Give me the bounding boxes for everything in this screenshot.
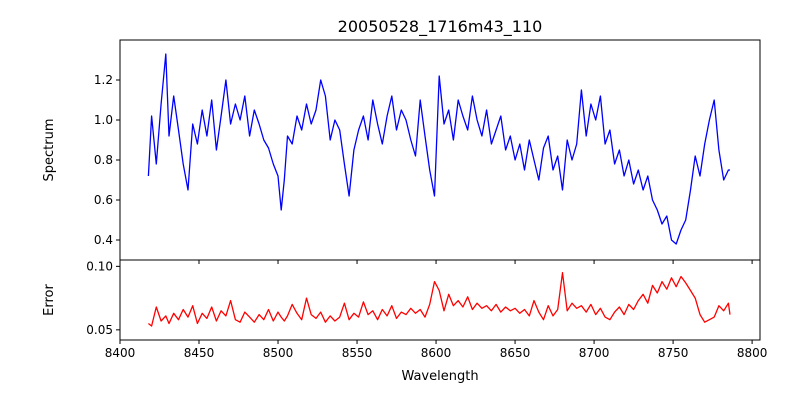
spectrum-y-tick-label: 0.8 <box>94 153 113 167</box>
spectrum-series-line <box>147 53 730 245</box>
error-x-tick-label: 8600 <box>421 346 452 360</box>
spectrum-y-tick-label: 0.4 <box>94 233 113 247</box>
spectrum-y-axis-label: Spectrum <box>42 119 57 182</box>
spectrum-y-tick-label: 1.0 <box>94 113 113 127</box>
error-x-tick-label: 8500 <box>263 346 294 360</box>
spectrum-y-tick-label: 0.6 <box>94 193 113 207</box>
spectrum-y-tick-label: 1.2 <box>94 73 113 87</box>
error-x-tick-label: 8750 <box>658 346 689 360</box>
chart-title: 20050528_1716m43_110 <box>338 17 543 37</box>
error-plot-area: 0.05 0.10 8400 8450 8500 8550 8600 8650 8700 8750… <box>86 259 767 360</box>
error-series-line <box>147 272 731 327</box>
error-x-tick-label: 8700 <box>579 346 610 360</box>
error-x-tick-label: 8650 <box>500 346 531 360</box>
error-y-axis-label: Error <box>42 284 57 316</box>
error-axes-frame <box>119 259 761 341</box>
error-x-tick-label: 8800 <box>737 346 768 360</box>
x-axis-label: Wavelength <box>401 369 478 384</box>
error-x-tick-label: 8550 <box>342 346 373 360</box>
error-x-tick-label: 8450 <box>184 346 215 360</box>
error-y-tick-label: 0.05 <box>86 323 113 337</box>
error-y-tick-label: 0.10 <box>86 259 113 273</box>
error-x-tick-label: 8400 <box>105 346 136 360</box>
